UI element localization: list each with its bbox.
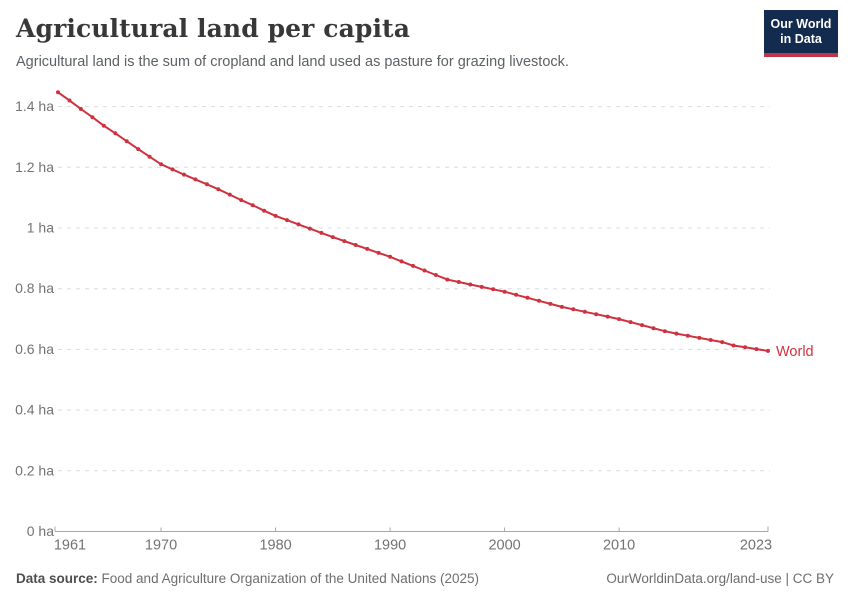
data-point [204, 182, 209, 187]
data-source-label: Data source: [16, 571, 98, 586]
data-point [548, 301, 553, 306]
data-point [582, 309, 587, 314]
y-axis-label: 0.6 ha [15, 341, 54, 357]
data-point [479, 284, 484, 289]
data-point [78, 107, 83, 111]
data-point [273, 213, 278, 218]
data-point [697, 335, 702, 340]
data-point [617, 317, 622, 322]
data-point [250, 203, 255, 208]
y-axis-label: 1.2 ha [15, 159, 54, 175]
data-point [90, 115, 95, 120]
y-axis-label: 1 ha [27, 220, 54, 236]
data-point [342, 239, 347, 244]
data-point [182, 172, 186, 177]
data-point [376, 250, 381, 255]
data-point [445, 277, 450, 282]
owid-logo: Our World in Data [764, 10, 838, 57]
data-point [422, 268, 427, 273]
data-point [491, 287, 496, 292]
x-axis-label: 1980 [259, 538, 291, 554]
data-point [685, 333, 690, 338]
data-point [433, 273, 438, 277]
data-point [319, 230, 324, 235]
data-point [537, 298, 541, 303]
data-point [193, 177, 198, 182]
y-axis-label: 0.8 ha [15, 280, 54, 296]
data-point [147, 154, 152, 159]
data-point [159, 162, 164, 167]
data-point [56, 90, 60, 95]
data-point [411, 263, 415, 268]
data-point [731, 343, 736, 348]
data-point [67, 98, 72, 103]
data-point [330, 235, 335, 240]
data-point [239, 198, 244, 203]
y-axis-label: 0.4 ha [15, 402, 54, 418]
data-point [285, 218, 289, 223]
x-axis-label: 1961 [54, 538, 86, 554]
attribution-separator: | [781, 571, 793, 586]
data-point [399, 259, 404, 264]
y-axis-label: 1.4 ha [15, 98, 54, 114]
chart-subtitle: Agricultural land is the sum of cropland… [16, 54, 569, 70]
attribution-note: OurWorldinData.org/land-use | CC BY [606, 571, 834, 586]
data-point [605, 314, 610, 319]
x-axis-label: 2010 [603, 538, 635, 554]
data-point [262, 208, 267, 213]
world-line-series [57, 91, 769, 352]
data-point [674, 331, 679, 336]
chart-footer: Data source: Food and Agriculture Organi… [16, 571, 834, 586]
x-axis-label: 2023 [740, 538, 772, 554]
data-point [456, 280, 461, 284]
data-point [365, 246, 370, 251]
x-axis-label: 2000 [488, 538, 520, 554]
chart-title: Agricultural land per capita [16, 14, 410, 43]
owid-logo-line2: in Data [780, 32, 822, 46]
data-point [720, 340, 725, 345]
data-source-text: Food and Agriculture Organization of the… [97, 571, 480, 586]
data-point [136, 147, 141, 152]
data-point [353, 243, 358, 247]
data-point [766, 348, 770, 353]
data-point [101, 123, 106, 128]
data-point [651, 326, 656, 331]
data-point [571, 307, 576, 312]
data-point [307, 226, 312, 231]
data-source-note: Data source: Food and Agriculture Organi… [16, 571, 479, 586]
data-point [628, 320, 633, 325]
x-axis-label: 1970 [145, 538, 177, 554]
data-point [640, 323, 644, 328]
data-point [525, 295, 530, 300]
data-point [296, 222, 301, 227]
data-point [514, 292, 519, 297]
series-label-world: World [776, 344, 814, 360]
owid-logo-line1: Our World [770, 17, 832, 31]
x-axis-label: 1990 [374, 538, 406, 554]
data-point [559, 304, 564, 309]
chart-header: Agricultural land per capita Agricultura… [16, 14, 750, 73]
y-axis-label: 0.2 ha [15, 462, 54, 478]
data-point [754, 347, 759, 352]
data-point [388, 254, 393, 259]
data-point [124, 139, 129, 144]
owid-link[interactable]: OurWorldinData.org/land-use [606, 571, 782, 586]
data-point [708, 338, 713, 342]
data-point [662, 329, 667, 334]
data-point [113, 131, 118, 136]
data-point [227, 192, 232, 197]
data-point [594, 312, 599, 317]
data-point [743, 345, 748, 350]
y-axis-label: 0 ha [27, 523, 54, 539]
data-point [502, 289, 507, 294]
license-badge: CC BY [792, 571, 834, 586]
data-point [170, 167, 175, 172]
data-point [468, 282, 473, 287]
data-point [216, 187, 221, 192]
